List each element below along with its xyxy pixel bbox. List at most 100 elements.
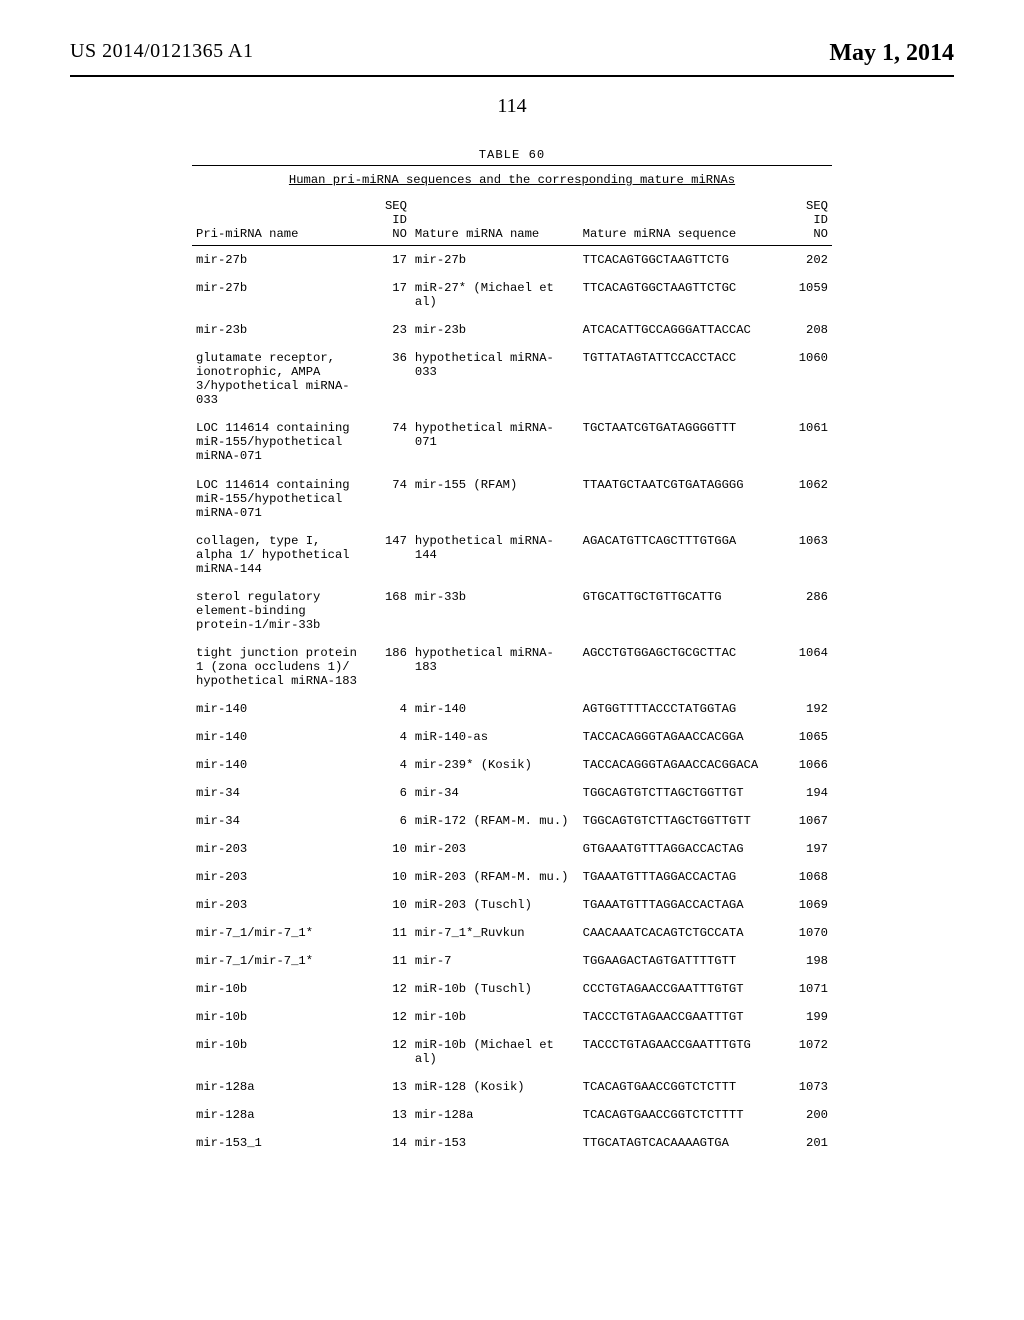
col-header-seq1b: NO (392, 227, 407, 241)
cell-seq1: 12 (363, 1031, 411, 1073)
cell-seq2: 1066 (784, 751, 832, 779)
table-row: mir-20310miR-203 (Tuschl)TGAAATGTTTAGGAC… (192, 891, 832, 919)
cell-seq2: 1067 (784, 807, 832, 835)
cell-mseq: TGGAAGACTAGTGATTTTGTT (579, 947, 784, 975)
publication-number: US 2014/0121365 A1 (70, 40, 253, 63)
cell-mname: mir-155 (RFAM) (411, 471, 579, 527)
cell-mname: miR-203 (Tuschl) (411, 891, 579, 919)
cell-seq2: 1070 (784, 919, 832, 947)
cell-seq1: 4 (363, 751, 411, 779)
cell-seq2: 1073 (784, 1073, 832, 1101)
cell-mseq: TGGCAGTGTCTTAGCTGGTTGTT (579, 807, 784, 835)
cell-mseq: TGAAATGTTTAGGACCACTAG (579, 863, 784, 891)
cell-mname: hypothetical miRNA-183 (411, 639, 579, 695)
cell-pri: mir-10b (192, 975, 363, 1003)
cell-pri: mir-27b (192, 246, 363, 275)
page-number: 114 (70, 95, 954, 118)
cell-mname: mir-203 (411, 835, 579, 863)
cell-mseq: TCACAGTGAACCGGTCTCTTTT (579, 1101, 784, 1129)
cell-seq1: 13 (363, 1101, 411, 1129)
cell-seq2: 192 (784, 695, 832, 723)
cell-seq1: 11 (363, 947, 411, 975)
cell-mseq: TTGCATAGTCACAAAAGTGA (579, 1129, 784, 1157)
cell-pri: mir-128a (192, 1101, 363, 1129)
cell-seq1: 11 (363, 919, 411, 947)
cell-seq1: 23 (363, 316, 411, 344)
col-header-seq2a: SEQ (806, 199, 828, 213)
cell-seq2: 1064 (784, 639, 832, 695)
cell-pri: mir-7_1/mir-7_1* (192, 919, 363, 947)
col-header-mseq: Mature miRNA sequence (579, 197, 784, 246)
col-header-seq2: SEQ ID NO (784, 197, 832, 246)
table-row: mir-1404mir-239* (Kosik)TACCACAGGGTAGAAC… (192, 751, 832, 779)
cell-mseq: TTCACAGTGGCTAAGTTCTG (579, 246, 784, 275)
col-header-seq1a: SEQ ID (385, 199, 407, 227)
cell-pri: LOC 114614 containing miR-155/hypothetic… (192, 471, 363, 527)
col-header-seq2b: ID (813, 213, 828, 227)
col-header-seq1: SEQ ID NO (363, 197, 411, 246)
table-row: mir-10b12miR-10b (Tuschl)CCCTGTAGAACCGAA… (192, 975, 832, 1003)
cell-seq2: 201 (784, 1129, 832, 1157)
cell-seq1: 14 (363, 1129, 411, 1157)
cell-seq1: 17 (363, 246, 411, 275)
table-row: mir-20310mir-203GTGAAATGTTTAGGACCACTAG19… (192, 835, 832, 863)
col-header-pri: Pri-miRNA name (192, 197, 363, 246)
cell-mseq: CCCTGTAGAACCGAATTTGTGT (579, 975, 784, 1003)
cell-mseq: TACCCTGTAGAACCGAATTTGTG (579, 1031, 784, 1073)
cell-pri: mir-34 (192, 779, 363, 807)
table-row: mir-27b17mir-27bTTCACAGTGGCTAAGTTCTG202 (192, 246, 832, 275)
cell-mseq: TCACAGTGAACCGGTCTCTTT (579, 1073, 784, 1101)
cell-mseq: GTGAAATGTTTAGGACCACTAG (579, 835, 784, 863)
cell-mseq: TGCTAATCGTGATAGGGGTTT (579, 414, 784, 470)
table-60: TABLE 60 Human pri-miRNA sequences and t… (192, 148, 832, 1157)
cell-mname: miR-203 (RFAM-M. mu.) (411, 863, 579, 891)
table-row: mir-20310miR-203 (RFAM-M. mu.)TGAAATGTTT… (192, 863, 832, 891)
cell-seq1: 17 (363, 274, 411, 316)
table-row: mir-27b17miR-27* (Michael et al)TTCACAGT… (192, 274, 832, 316)
cell-seq2: 1060 (784, 344, 832, 414)
cell-pri: mir-128a (192, 1073, 363, 1101)
cell-seq1: 10 (363, 835, 411, 863)
cell-pri: glutamate receptor, ionotrophic, AMPA 3/… (192, 344, 363, 414)
cell-mname: miR-172 (RFAM-M. mu.) (411, 807, 579, 835)
publication-date: May 1, 2014 (829, 40, 954, 67)
cell-mseq: CAACAAATCACAGTCTGCCATA (579, 919, 784, 947)
cell-seq1: 147 (363, 527, 411, 583)
cell-seq2: 1068 (784, 863, 832, 891)
cell-mname: mir-23b (411, 316, 579, 344)
cell-mseq: TTAATGCTAATCGTGATAGGGG (579, 471, 784, 527)
cell-seq2: 208 (784, 316, 832, 344)
table-body: mir-27b17mir-27bTTCACAGTGGCTAAGTTCTG202m… (192, 246, 832, 1158)
cell-seq2: 197 (784, 835, 832, 863)
cell-seq2: 200 (784, 1101, 832, 1129)
cell-seq2: 198 (784, 947, 832, 975)
col-header-mname-text: Mature miRNA name (415, 227, 539, 241)
cell-mname: hypothetical miRNA-071 (411, 414, 579, 470)
cell-pri: mir-140 (192, 723, 363, 751)
cell-seq1: 12 (363, 1003, 411, 1031)
col-header-pri-text: Pri-miRNA name (196, 227, 298, 241)
cell-mseq: AGACATGTTCAGCTTTGTGGA (579, 527, 784, 583)
cell-pri: mir-203 (192, 835, 363, 863)
cell-seq1: 186 (363, 639, 411, 695)
cell-pri: mir-10b (192, 1003, 363, 1031)
table-row: sterol regulatory element-binding protei… (192, 583, 832, 639)
cell-mseq: TGGCAGTGTCTTAGCTGGTTGT (579, 779, 784, 807)
cell-seq2: 194 (784, 779, 832, 807)
cell-pri: mir-203 (192, 863, 363, 891)
cell-mname: hypothetical miRNA-033 (411, 344, 579, 414)
cell-pri: mir-153_1 (192, 1129, 363, 1157)
cell-seq1: 74 (363, 471, 411, 527)
cell-mname: mir-153 (411, 1129, 579, 1157)
cell-pri: mir-140 (192, 751, 363, 779)
cell-mname: mir-27b (411, 246, 579, 275)
table-row: mir-128a13miR-128 (Kosik)TCACAGTGAACCGGT… (192, 1073, 832, 1101)
cell-pri: mir-27b (192, 274, 363, 316)
table-row: mir-153_114mir-153TTGCATAGTCACAAAAGTGA20… (192, 1129, 832, 1157)
cell-seq2: 1061 (784, 414, 832, 470)
cell-mname: mir-7 (411, 947, 579, 975)
mirna-table: Human pri-miRNA sequences and the corres… (192, 165, 832, 1157)
cell-mname: hypothetical miRNA-144 (411, 527, 579, 583)
table-row: mir-7_1/mir-7_1*11mir-7TGGAAGACTAGTGATTT… (192, 947, 832, 975)
cell-mseq: TACCACAGGGTAGAACCACGGACA (579, 751, 784, 779)
